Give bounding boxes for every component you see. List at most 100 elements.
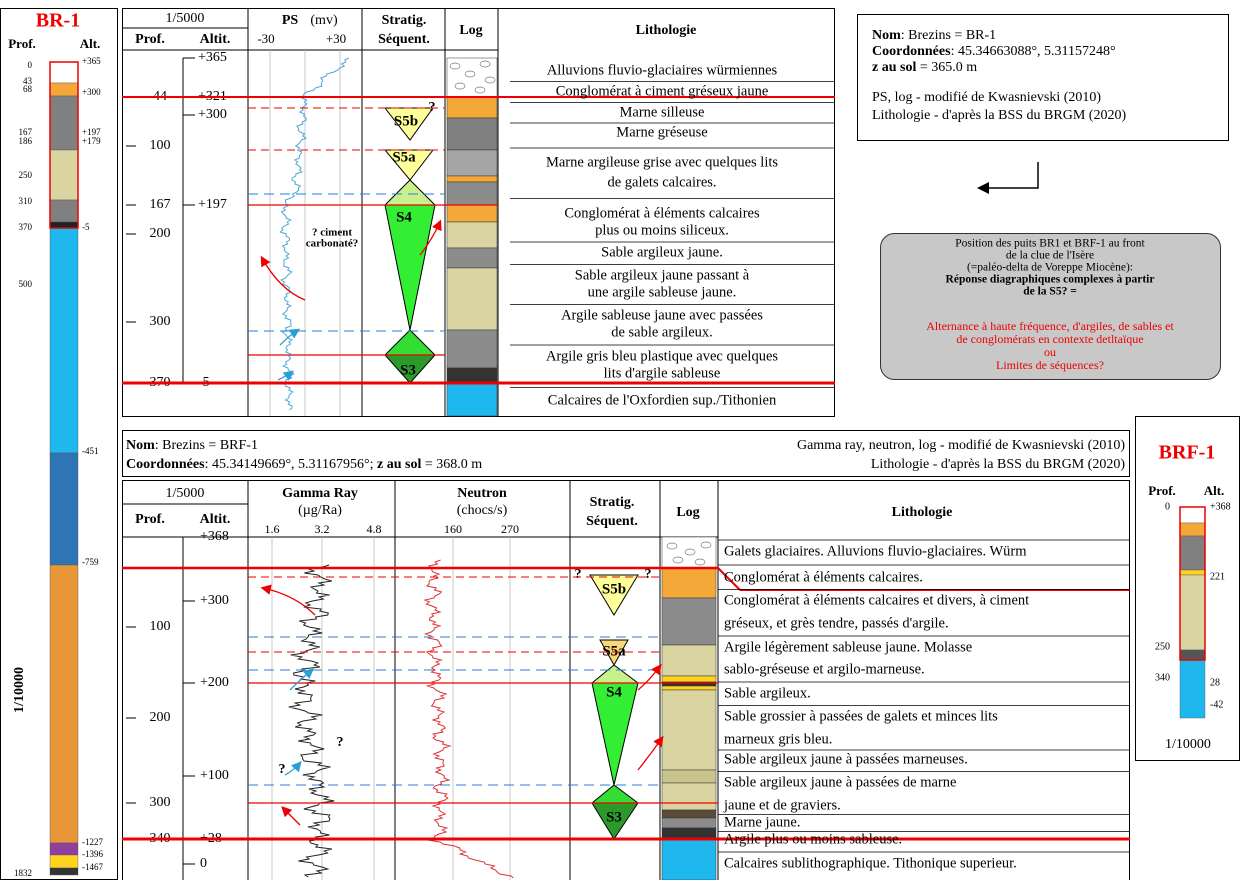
label: +30 bbox=[326, 31, 346, 46]
label: 4.8 bbox=[367, 522, 382, 536]
log-layer bbox=[661, 769, 717, 784]
label: Stratig. bbox=[590, 495, 635, 510]
lithology-label: Conglomérat à éléments calcaires. bbox=[724, 569, 923, 585]
label: Lithologie bbox=[892, 505, 953, 520]
ps-curve bbox=[279, 57, 349, 411]
annotation: ? bbox=[279, 762, 286, 777]
label: Log bbox=[676, 505, 699, 520]
label: (µg/Ra) bbox=[298, 503, 342, 518]
info-box bbox=[857, 14, 1229, 141]
lithology-label: Argile plus ou moins sableuse. bbox=[724, 831, 902, 847]
label: 1/5000 bbox=[166, 11, 205, 26]
altitude-label: -5 bbox=[82, 222, 90, 232]
annotation: ? bbox=[337, 735, 344, 750]
header-line: Nom: Brezins = BRF-1 bbox=[126, 438, 258, 453]
info-line-part: Nom bbox=[872, 28, 901, 43]
log-layer bbox=[661, 839, 717, 880]
strata bbox=[49, 199, 79, 223]
log-layer bbox=[446, 117, 498, 151]
log-layer bbox=[661, 675, 717, 683]
info-line-part: Coordonnées bbox=[872, 44, 951, 59]
depth-label: 0 bbox=[1165, 501, 1170, 512]
depth-label: 310 bbox=[19, 196, 33, 206]
depth-label: 167 bbox=[150, 197, 171, 212]
altitude-label: +179 bbox=[82, 136, 101, 146]
note-line: Position des puits BR1 et BRF-1 au front bbox=[955, 238, 1145, 250]
strata bbox=[49, 95, 79, 151]
neutron-curve bbox=[423, 559, 514, 879]
annotation: carbonaté? bbox=[306, 238, 359, 250]
strata bbox=[1179, 659, 1206, 719]
lithology-label: marneux gris bleu. bbox=[724, 731, 832, 747]
sequence-label: S3 bbox=[606, 809, 622, 825]
label: 3.2 bbox=[315, 522, 330, 536]
lithology-label: Argile sableuse jaune avec passées bbox=[561, 307, 763, 323]
note-line: de la clue de l'Isère bbox=[1006, 250, 1094, 262]
header-line-part: : 45.34149669°, 5.31167956°; bbox=[205, 457, 377, 472]
label: Prof. bbox=[1148, 483, 1176, 498]
header-line-part: : Brezins = BRF-1 bbox=[155, 438, 258, 453]
strata bbox=[49, 854, 79, 869]
strata bbox=[1179, 506, 1206, 524]
arrow bbox=[277, 370, 295, 381]
label: Prof. bbox=[135, 32, 165, 47]
log-layer bbox=[446, 247, 498, 269]
label: Prof. bbox=[135, 512, 165, 527]
target-interval bbox=[49, 61, 79, 229]
lithology-label: sablo-gréseuse et argilo-marneuse. bbox=[724, 661, 925, 677]
sequence-label: S4 bbox=[396, 209, 412, 225]
log-layer bbox=[446, 329, 498, 369]
log-layer bbox=[446, 367, 498, 384]
lithology-label: lits d'argile sableuse bbox=[604, 365, 721, 381]
log-layer bbox=[446, 57, 498, 98]
pebble bbox=[449, 62, 461, 70]
sequence-label: S3 bbox=[400, 362, 416, 378]
altitude-label: 28 bbox=[1210, 677, 1220, 688]
log-layer bbox=[661, 689, 717, 771]
pebble bbox=[700, 541, 712, 549]
note-line: (=paléo-delta de Voreppe Miocène): bbox=[967, 262, 1133, 274]
strata bbox=[49, 867, 79, 876]
note-box bbox=[880, 233, 1221, 380]
label: 1.6 bbox=[265, 522, 280, 536]
altitude-label: +200 bbox=[200, 675, 229, 690]
lithology-label: Argile gris bleu plastique avec quelques bbox=[546, 348, 778, 364]
depth-label: 100 bbox=[150, 619, 171, 634]
lithology-label: une argile sableuse jaune. bbox=[588, 284, 737, 300]
log-layer bbox=[661, 597, 717, 646]
altitude-label: +300 bbox=[82, 87, 101, 97]
depth-label: 167 bbox=[19, 127, 33, 137]
label: -30 bbox=[257, 31, 274, 46]
label: Stratig. bbox=[382, 13, 427, 28]
depth-label: 200 bbox=[150, 226, 171, 241]
altitude-label: +100 bbox=[200, 768, 229, 783]
arrow bbox=[281, 806, 301, 826]
header-line-part: z au sol bbox=[377, 457, 421, 472]
log-layer bbox=[446, 204, 498, 223]
altitude-label: +368 bbox=[1210, 501, 1231, 512]
strata bbox=[1179, 522, 1206, 537]
lithology-label: Sable argileux. bbox=[724, 685, 811, 701]
header-line: Lithologie - d'après la BSS du BRGM (202… bbox=[871, 457, 1125, 472]
info-line: PS, log - modifié de Kwasnievski (2010) bbox=[872, 90, 1101, 105]
label: Lithologie bbox=[636, 23, 697, 38]
annotation: ? bbox=[645, 567, 652, 582]
log-layer bbox=[661, 644, 717, 677]
altitude-label: +368 bbox=[200, 529, 229, 544]
note-line: Réponse diagraphiques complexes à partir bbox=[946, 274, 1155, 286]
log-layer bbox=[661, 809, 717, 819]
sequence-label: S5b bbox=[602, 581, 626, 597]
label: (mv) bbox=[310, 13, 338, 28]
label: 160 bbox=[444, 522, 462, 536]
altitude-label: 221 bbox=[1210, 571, 1225, 582]
strata bbox=[1179, 649, 1206, 661]
info-line-part: : 45.34663088°, 5.31157248° bbox=[951, 44, 1116, 59]
label: Gamma Ray bbox=[282, 486, 358, 501]
strata bbox=[49, 227, 79, 454]
label: 270 bbox=[501, 522, 519, 536]
depth-label: 250 bbox=[1155, 641, 1170, 652]
lithology-label: Conglomérat à éléments calcaires et dive… bbox=[724, 592, 1029, 608]
log-layer bbox=[446, 181, 498, 206]
arrow bbox=[284, 761, 302, 776]
